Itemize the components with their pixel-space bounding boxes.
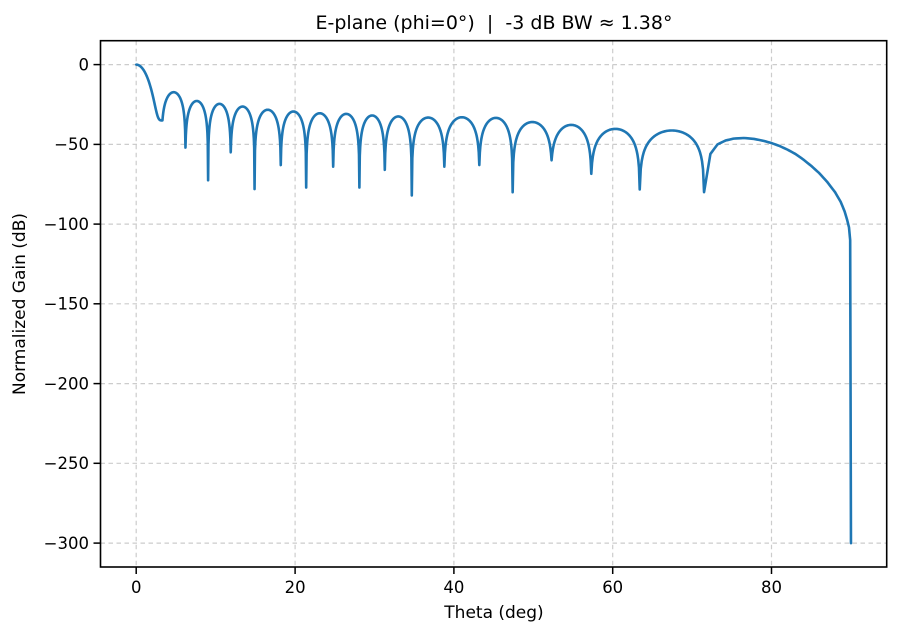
x-tick-label: 0	[131, 578, 142, 597]
x-tick-label: 60	[602, 578, 623, 597]
y-tick-label: −300	[44, 534, 89, 553]
y-tick-label: −150	[44, 295, 89, 314]
y-tick-label: 0	[79, 55, 90, 74]
y-axis-label: Normalized Gain (dB)	[10, 213, 30, 395]
x-tick-label: 40	[443, 578, 464, 597]
axis-ticks	[93, 63, 773, 574]
y-tick-label: −250	[44, 454, 89, 473]
gain-curve	[134, 63, 853, 545]
x-axis-label: Theta (deg)	[443, 603, 543, 623]
chart-title: E-plane (phi=0°) | -3 dB BW ≈ 1.38°	[316, 12, 673, 34]
x-tick-label: 80	[761, 578, 782, 597]
y-tick-label: −50	[54, 135, 89, 154]
axis-tick-labels: 0 20 40 60 80 0 −50 −100 −150 −200 −250 −300	[44, 55, 782, 597]
x-tick-label: 20	[285, 578, 306, 597]
y-tick-label: −200	[44, 374, 89, 393]
plot-frame	[99, 39, 888, 568]
y-tick-label: −100	[44, 215, 89, 234]
